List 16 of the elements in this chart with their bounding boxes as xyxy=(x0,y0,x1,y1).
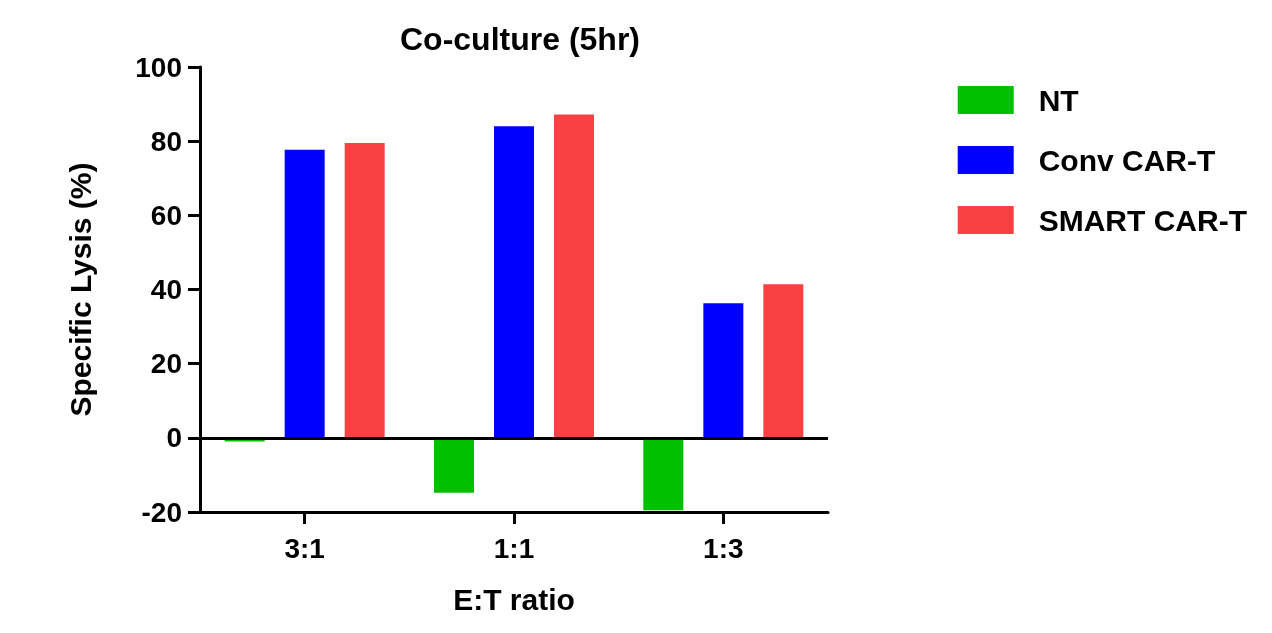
y-tick-label: 60 xyxy=(150,199,182,231)
x-tick-label: 3:1 xyxy=(284,532,325,564)
x-tick-label: 1:3 xyxy=(703,532,744,564)
y-tick-label: -20 xyxy=(141,496,182,528)
legend-label: Conv CAR-T xyxy=(1038,143,1216,177)
y-tick-label: 100 xyxy=(135,51,182,83)
y-tick-label: 80 xyxy=(150,125,182,157)
chart-title: Co-culture (5hr) xyxy=(400,21,640,57)
y-axis-title: Specific Lysis (%) xyxy=(63,162,97,417)
x-tick-label: 1:1 xyxy=(493,532,535,564)
y-tick-label: 0 xyxy=(166,422,182,454)
legend-label: NT xyxy=(1038,83,1079,117)
x-axis-title: E:T ratio xyxy=(453,582,575,616)
y-tick-label: 20 xyxy=(150,348,182,380)
y-tick-label: 40 xyxy=(150,274,182,305)
legend-label: SMART CAR-T xyxy=(1038,203,1248,237)
